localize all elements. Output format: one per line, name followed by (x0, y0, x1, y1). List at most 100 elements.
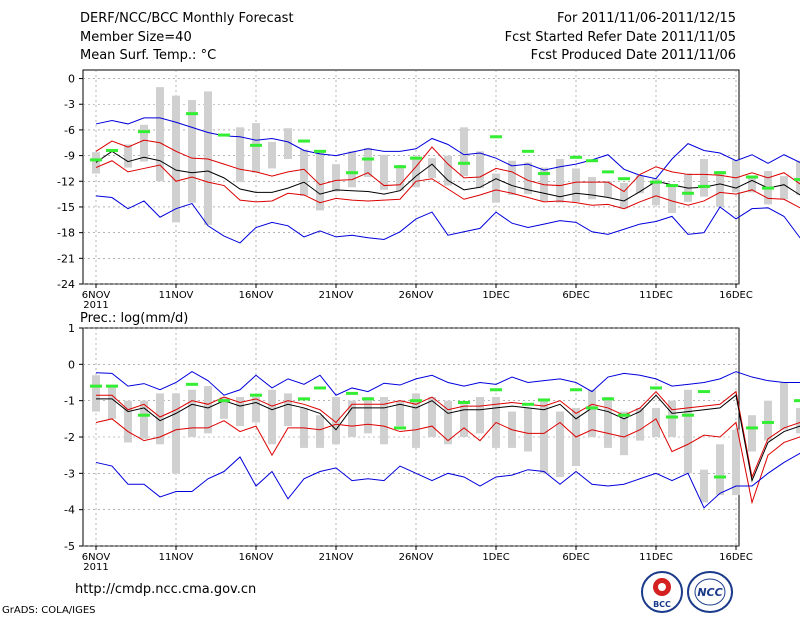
spread-box (732, 159, 740, 193)
spread-box (620, 182, 628, 209)
forecast-period: For 2011/11/06-2011/12/15 (557, 11, 736, 26)
spread-box (380, 154, 388, 190)
spread-box (780, 176, 788, 200)
series-mean-line (95, 150, 800, 202)
x-tick-label: 11NOV (159, 552, 194, 563)
svg-text:NCC: NCC (697, 586, 722, 599)
spread-box (476, 397, 484, 434)
series-min-line (95, 452, 800, 509)
series-mean-line (96, 394, 800, 483)
x-tick-label: 6DEC (562, 290, 589, 301)
spread-box (780, 382, 788, 430)
series-min-line (95, 195, 800, 244)
footer-url[interactable]: http://cmdp.ncc.cma.gov.cn (75, 582, 257, 597)
spread-box (236, 127, 244, 183)
x-tick-label: 16DEC (719, 290, 753, 301)
spread-box (364, 397, 372, 434)
series-lower-line (95, 160, 800, 210)
spread-box (348, 151, 356, 188)
spread-box (284, 128, 292, 160)
spread-box (556, 159, 564, 203)
spread-box (124, 144, 132, 168)
spread-box (620, 411, 628, 456)
spread-box (364, 147, 372, 177)
spread-box (268, 141, 276, 169)
spread-box (508, 160, 516, 195)
spread-box (476, 151, 484, 189)
y-tick-label: -15 (57, 201, 75, 214)
spread-box (348, 400, 356, 437)
spread-box (796, 160, 800, 195)
spread-box (412, 156, 420, 188)
spread-box (716, 171, 724, 207)
spread-box (252, 397, 260, 423)
spread-box (380, 397, 388, 445)
fcst-start-date: Fcst Started Refer Date 2011/11/05 (504, 30, 736, 45)
bcc-logo: BCC (641, 571, 683, 613)
spread-box (204, 91, 212, 225)
spread-box (588, 389, 596, 437)
spread-box (684, 389, 692, 474)
spread-box (156, 393, 164, 445)
panel-2: 1 0 -1 -2 -3 -4 -5 6NOV 11NOV 16NOV 21NOV 26NOV 1DEC… (64, 322, 800, 573)
x-tick-label: 16DEC (719, 552, 753, 563)
y-tick-label: -5 (64, 540, 75, 553)
spread-box (220, 397, 228, 419)
x-tick-label: 26NOV (399, 290, 434, 301)
y-tick-label: -4 (64, 504, 75, 517)
panel-1: 0 -3 -6 -9 -12 -15 -18 -21 -24 6NOV 11NOV 16NOV 21NO… (57, 69, 800, 311)
spread-box (652, 407, 660, 437)
y-tick-label: -12 (57, 175, 75, 188)
spread-box (604, 181, 612, 198)
member-size: Member Size=40 (80, 30, 192, 45)
panel2-label: Prec.: log(mm/d) (80, 311, 188, 326)
spread-box (252, 123, 260, 173)
spread-box (524, 407, 532, 452)
spread-box (524, 162, 532, 195)
x-tick-label: 16NOV (239, 290, 274, 301)
y-tick-label: 0 (68, 73, 75, 86)
spread-box (316, 152, 324, 211)
spread-box (332, 164, 340, 192)
spread-box (732, 429, 740, 496)
y-tick-label: -9 (64, 150, 75, 163)
spread-box (396, 400, 404, 427)
spread-box (156, 87, 164, 182)
spread-box (124, 400, 132, 443)
y-tick-label: -3 (64, 98, 75, 111)
spread-box (92, 375, 100, 412)
y-tick-label: 0 (68, 358, 75, 371)
spread-box (188, 99, 196, 203)
spread-box (428, 397, 436, 437)
spread-box (700, 469, 708, 503)
y-tick-label: -18 (57, 227, 75, 240)
y-tick-label: -24 (57, 278, 75, 291)
spread-box (668, 400, 676, 437)
spread-box (412, 393, 420, 448)
y-tick-label: -3 (64, 467, 75, 480)
x-tick-label: 21NOV (319, 552, 354, 563)
x-tick-label: 6NOV (82, 290, 111, 301)
spread-box (700, 159, 708, 197)
spread-box (540, 400, 548, 474)
x-tick-label: 11DEC (639, 290, 673, 301)
spread-box (492, 173, 500, 203)
spread-box (716, 444, 724, 496)
x-tick-label: 16NOV (239, 552, 274, 563)
spread-box (460, 127, 468, 177)
y-tick-label: 1 (68, 322, 75, 335)
y-tick-label: -1 (64, 395, 75, 408)
spread-box (268, 389, 276, 445)
x-year-label: 2011 (83, 562, 108, 573)
ncc-logo: NCC (687, 571, 733, 613)
spread-box (636, 407, 644, 441)
spread-box (668, 186, 676, 213)
y-tick-label: -21 (57, 252, 75, 265)
series-max-line (95, 117, 800, 180)
x-tick-label: 11NOV (159, 290, 194, 301)
spread-box (300, 149, 308, 196)
spread-box (188, 389, 196, 437)
series-upper-line (95, 139, 800, 193)
svg-text:BCC: BCC (653, 600, 671, 609)
